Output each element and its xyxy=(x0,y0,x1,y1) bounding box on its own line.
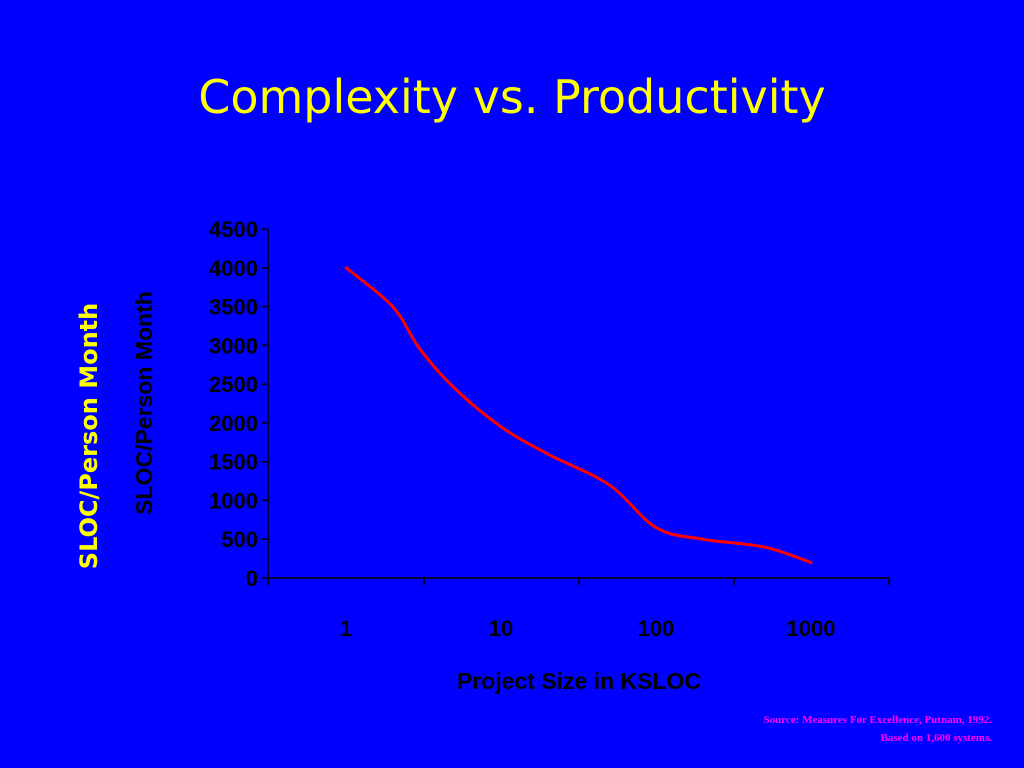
slide-title: Complexity vs. Productivity xyxy=(198,70,826,124)
x-axis-ticks: 1 10 100 1000 xyxy=(267,578,890,641)
y-tick-label: 2500 xyxy=(209,372,258,397)
source-line-2: Based on 1,600 systems. xyxy=(880,732,992,744)
x-tick-label: 1000 xyxy=(787,616,836,641)
y-tick-label: 4000 xyxy=(209,256,258,281)
y-tick-label: 1000 xyxy=(209,488,258,513)
source-line-1: Source: Measures For Excellence, Putnam,… xyxy=(763,714,992,726)
y-axis-ticks: 0 500 1000 1500 2000 2500 3000 3500 4000 4500 xyxy=(209,217,268,591)
x-tick-label: 10 xyxy=(489,616,513,641)
y-tick-label: 2000 xyxy=(209,411,258,436)
y-tick-label: 1500 xyxy=(209,450,258,475)
chart-y-axis-label: SLOC/Person Month xyxy=(131,291,157,515)
y-tick-label: 3500 xyxy=(209,295,258,320)
y-tick-label: 3000 xyxy=(209,333,258,358)
x-tick-label: 1 xyxy=(340,616,352,641)
source-note: Source: Measures For Excellence, Putnam,… xyxy=(763,711,992,747)
chart-x-axis-label: Project Size in KSLOC xyxy=(457,668,701,694)
x-tick-label: 100 xyxy=(638,616,675,641)
y-tick-label: 500 xyxy=(221,527,258,552)
series-line xyxy=(344,266,813,564)
y-tick-label: 4500 xyxy=(209,217,258,242)
y-tick-label: 0 xyxy=(246,566,258,591)
